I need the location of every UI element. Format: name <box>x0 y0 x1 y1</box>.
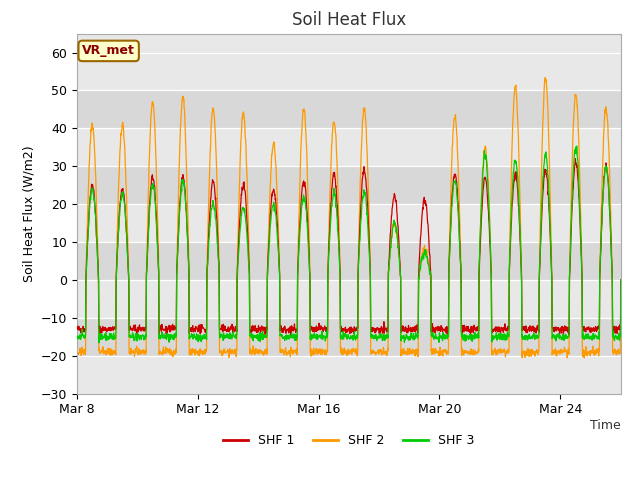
Bar <box>77 242 621 280</box>
Bar <box>77 52 621 90</box>
Text: Time: Time <box>590 419 621 432</box>
Bar <box>77 128 621 166</box>
Bar <box>77 90 621 128</box>
Bar <box>77 204 621 242</box>
Bar <box>77 356 621 394</box>
Bar <box>77 318 621 356</box>
Y-axis label: Soil Heat Flux (W/m2): Soil Heat Flux (W/m2) <box>22 145 35 282</box>
Bar <box>77 280 621 318</box>
Title: Soil Heat Flux: Soil Heat Flux <box>292 11 406 29</box>
Bar <box>77 166 621 204</box>
Legend: SHF 1, SHF 2, SHF 3: SHF 1, SHF 2, SHF 3 <box>218 429 479 452</box>
Text: VR_met: VR_met <box>82 44 135 58</box>
